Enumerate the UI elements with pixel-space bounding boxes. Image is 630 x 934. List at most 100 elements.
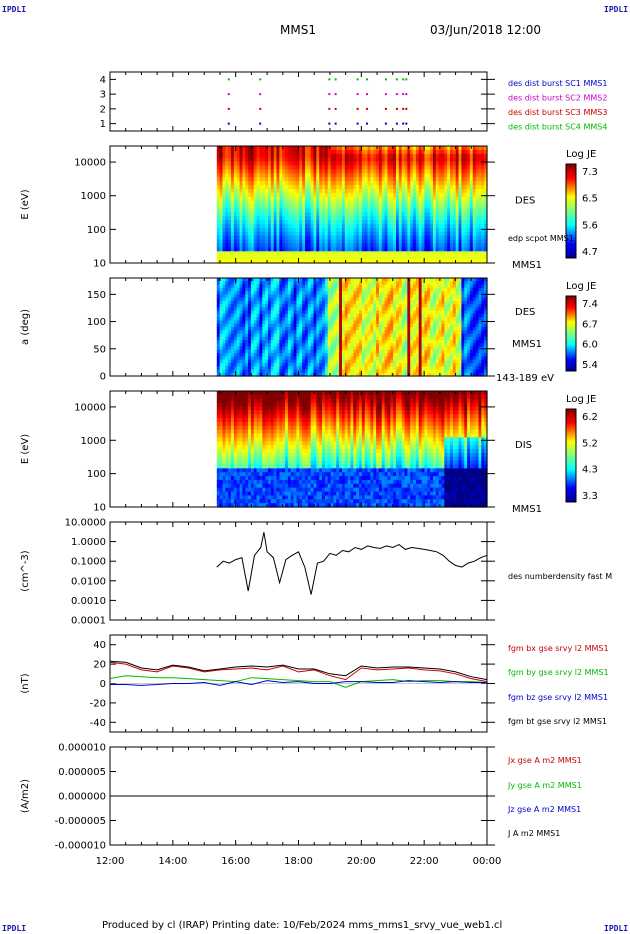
heatmap-cell (273, 200, 278, 206)
heatmap-cell (225, 173, 229, 178)
heatmap-cell (359, 157, 363, 163)
heatmap-cell (364, 291, 369, 295)
heatmap-cell (484, 177, 488, 182)
heatmap-cell (248, 255, 252, 260)
heatmap-cell (367, 235, 371, 241)
heatmap-cell (262, 173, 266, 178)
heatmap-cell (336, 369, 340, 374)
heatmap-cell (231, 304, 235, 308)
heatmap-cell (316, 317, 320, 322)
heatmap-cell (438, 192, 443, 198)
heatmap-cell (452, 255, 457, 260)
heatmap-cell (361, 340, 366, 344)
heatmap-cell (268, 220, 272, 225)
heatmap-cell (484, 227, 488, 233)
heatmap-cell (290, 320, 295, 325)
heatmap-cell (268, 300, 272, 305)
heatmap-cell (236, 313, 241, 318)
heatmap-cell (307, 212, 312, 217)
heatmap-cell (285, 196, 289, 202)
heatmap-cell (444, 208, 448, 213)
heatmap-cell (361, 362, 366, 367)
heatmap-cell (273, 369, 278, 374)
heatmap-cell (327, 353, 332, 357)
heatmap-cell (242, 208, 246, 213)
heatmap-cell (242, 247, 246, 252)
heatmap-cell (322, 231, 326, 237)
heatmap-cell (245, 157, 249, 163)
heatmap-cell (350, 235, 354, 241)
heatmap-cell (290, 212, 295, 217)
heatmap-cell (262, 157, 266, 163)
heatmap-cell (407, 188, 411, 194)
heatmap-cell (359, 251, 363, 256)
heatmap-cell (279, 243, 283, 248)
heatmap-cell (373, 208, 377, 213)
heatmap-cell (245, 169, 249, 174)
heatmap-cell (475, 181, 480, 186)
heatmap-cell (282, 185, 286, 190)
heatmap-cell (413, 200, 417, 206)
heatmap-cell (239, 161, 244, 167)
heatmap-cell (270, 161, 275, 167)
heatmap-cell (373, 336, 377, 341)
heatmap-cell (447, 185, 451, 190)
heatmap-cell (324, 216, 329, 221)
heatmap-cell (253, 255, 258, 260)
heatmap-cell (484, 204, 488, 209)
heatmap-cell (236, 359, 241, 364)
heatmap-cell (302, 200, 306, 206)
heatmap-cell (393, 146, 397, 151)
heatmap-cell (262, 231, 266, 237)
heatmap-cell (421, 181, 426, 186)
heatmap-cell (390, 243, 394, 248)
heatmap-cell (430, 255, 434, 260)
heatmap-cell (273, 287, 278, 292)
heatmap-cell (464, 200, 468, 206)
heatmap-cell (347, 284, 352, 289)
heatmap-cell (378, 185, 383, 190)
heatmap-cell (299, 356, 303, 361)
heatmap-cell (387, 369, 391, 374)
heatmap-cell (424, 204, 428, 209)
heatmap-cell (370, 196, 374, 202)
heatmap-cell (225, 153, 229, 159)
heatmap-cell (302, 307, 306, 312)
heatmap-cell (225, 196, 229, 202)
heatmap-cell (455, 169, 460, 174)
heatmap-cell (481, 157, 485, 163)
heatmap-cell (469, 157, 474, 163)
heatmap-cell (327, 294, 332, 299)
heatmap-cell (452, 177, 457, 182)
heatmap-cell (353, 149, 357, 155)
heatmap-cell (401, 204, 406, 209)
heatmap-cell (259, 153, 263, 159)
heatmap-cell (222, 208, 226, 213)
heatmap-cell (270, 362, 275, 367)
heatmap-cell (259, 307, 263, 312)
heatmap-cell (359, 231, 363, 237)
heatmap-cell (404, 185, 408, 190)
heatmap-cell (265, 340, 269, 344)
heatmap-cell (467, 146, 471, 151)
heatmap-cell (242, 220, 246, 225)
heatmap-cell (245, 304, 249, 308)
heatmap-cell (239, 369, 244, 374)
heatmap-cell (356, 247, 360, 252)
heatmap-cell (384, 304, 389, 308)
heatmap-cell (307, 353, 312, 357)
heatmap-cell (353, 340, 357, 344)
heatmap-cell (296, 340, 300, 344)
heatmap-cell (236, 227, 241, 233)
heatmap-cell (384, 169, 389, 174)
heatmap-cell (324, 323, 329, 328)
heatmap-cell (313, 177, 317, 182)
heatmap-cell (475, 251, 480, 256)
heatmap-cell (438, 161, 443, 167)
heatmap-cell (356, 330, 360, 335)
heatmap-cell (248, 362, 252, 367)
heatmap-cell (361, 349, 366, 354)
heatmap-cell (256, 304, 261, 308)
heatmap-cell (250, 212, 255, 217)
heatmap-cell (395, 369, 400, 374)
